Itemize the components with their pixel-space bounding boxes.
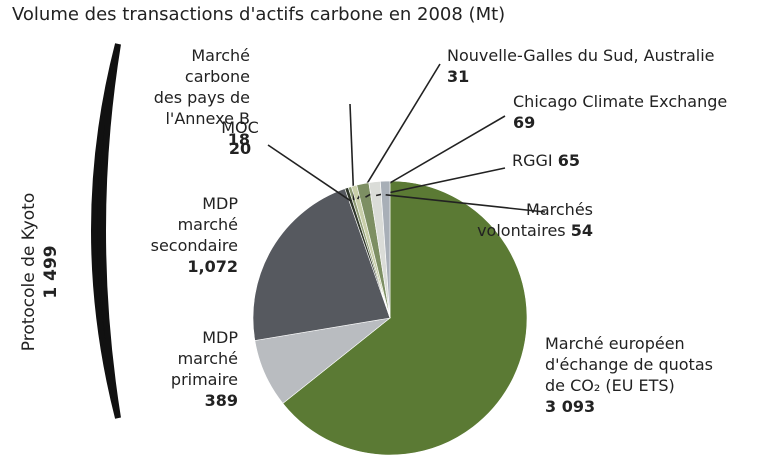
pie-slice <box>380 180 391 319</box>
slice-label: RGGI 65 <box>512 150 580 171</box>
annotation-text: Protocole de Kyoto <box>19 192 39 352</box>
pie-slice <box>252 188 391 341</box>
value-label: 31 <box>447 67 470 86</box>
value-label: 54 <box>570 221 593 240</box>
leader-line <box>385 193 546 213</box>
slice-label: Marché européen d'échange de quotas de C… <box>545 333 713 417</box>
value-label: 3 093 <box>545 397 596 416</box>
annotation-value: 1 499 <box>41 245 61 299</box>
kyoto-bracket <box>91 43 121 419</box>
category-label: Marché carbone des pays de l'Annexe B <box>153 46 250 128</box>
value-label: 69 <box>513 113 536 132</box>
slice-label: MDP marché primaire 389 <box>120 327 238 411</box>
category-label: MDP marché secondaire <box>150 194 238 255</box>
value-label: 18 <box>227 130 250 149</box>
leader-line <box>349 103 355 201</box>
leader-line <box>356 63 441 200</box>
slice-label: MOC 20 <box>205 117 275 159</box>
category-label: Marchés volontaires <box>477 200 593 240</box>
value-label: 65 <box>557 151 580 170</box>
category-label: Marché européen d'échange de quotas de C… <box>545 334 713 395</box>
category-label: Nouvelle-Galles du Sud, Australie <box>447 46 715 65</box>
kyoto-annotation: Protocole de Kyoto 1 499 <box>18 172 62 372</box>
leader-line <box>267 144 352 202</box>
chart-title: Volume des transactions d'actifs carbone… <box>12 4 506 25</box>
value-label: 389 <box>204 391 238 410</box>
category-label: MDP marché primaire <box>170 328 238 389</box>
value-label: 1,072 <box>187 257 238 276</box>
slice-label: Marché carbone des pays de l'Annexe B 18 <box>132 45 250 150</box>
slice-label: Chicago Climate Exchange 69 <box>513 91 727 133</box>
slice-label: Nouvelle-Galles du Sud, Australie 31 <box>447 45 714 87</box>
leader-line <box>375 167 506 197</box>
value-label: 20 <box>228 139 252 158</box>
slice-label: Marchés volontaires 54 <box>475 199 593 241</box>
category-label: MOC <box>221 118 259 137</box>
slice-label: MDP marché secondaire 1,072 <box>120 193 238 277</box>
category-label: Chicago Climate Exchange <box>513 92 728 111</box>
category-label: RGGI <box>512 151 553 170</box>
